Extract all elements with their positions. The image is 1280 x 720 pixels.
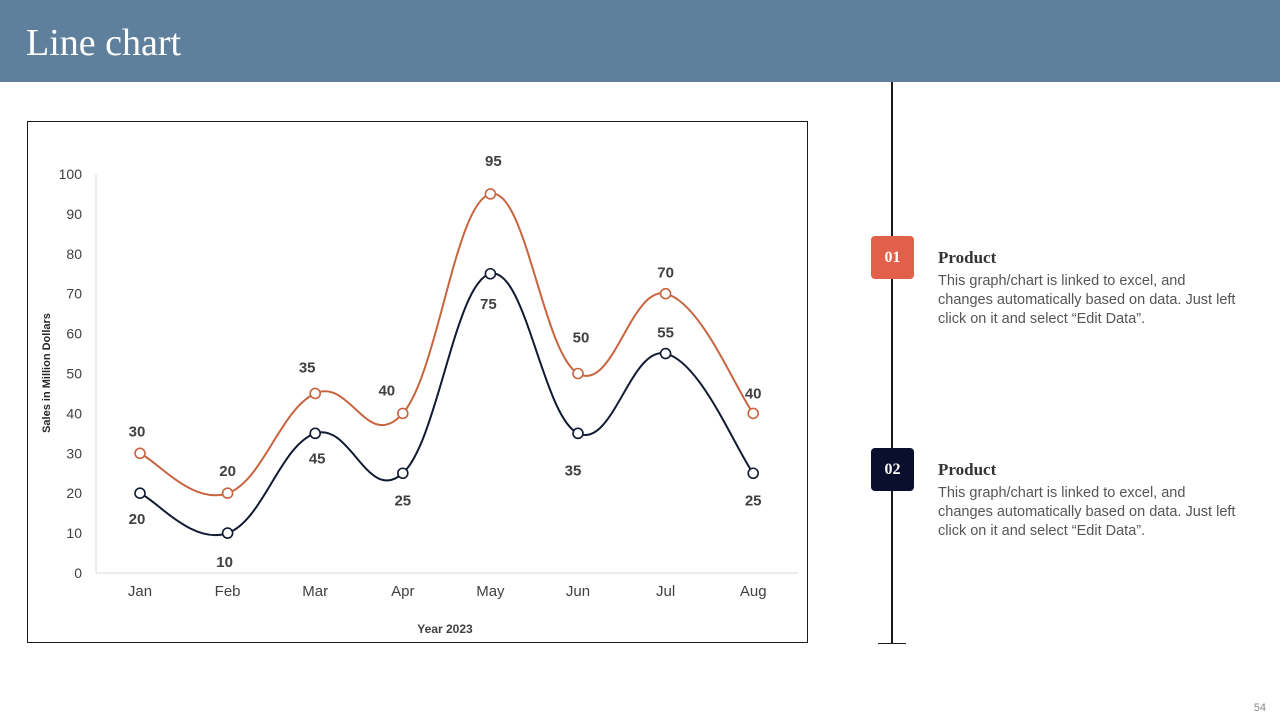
data-label: 25 <box>394 492 411 509</box>
data-point <box>134 487 146 500</box>
y-tick-label: 100 <box>59 166 83 182</box>
series-line-2 <box>139 272 755 537</box>
data-label: 50 <box>573 330 590 347</box>
data-point <box>309 387 322 400</box>
y-tick-label: 20 <box>66 485 82 501</box>
y-tick-label: 0 <box>74 565 82 581</box>
y-tick-label: 10 <box>66 525 82 541</box>
data-label: 35 <box>299 359 316 376</box>
x-tick-label: Apr <box>391 583 414 600</box>
legend-badge-02: 02 <box>871 448 914 491</box>
x-tick-label: Aug <box>740 583 767 600</box>
x-tick-label: Jun <box>566 583 590 600</box>
data-point <box>309 427 322 440</box>
data-point <box>484 188 497 200</box>
data-label: 25 <box>745 492 762 509</box>
x-tick-label: Jan <box>128 583 152 600</box>
data-label: 45 <box>309 450 326 467</box>
data-label: 20 <box>129 511 146 528</box>
y-tick-label: 90 <box>66 206 82 222</box>
x-tick-label: May <box>476 583 505 600</box>
legend-item-title-01: Product <box>938 248 997 267</box>
data-point <box>659 347 672 360</box>
timeline-line <box>891 82 893 644</box>
x-tick-label: Feb <box>215 583 241 600</box>
legend-item-description-02: This graph/chart is linked to excel, and… <box>938 485 1236 539</box>
series-line-1 <box>139 192 755 497</box>
y-tick-label: 30 <box>66 445 82 461</box>
chart-canvas: 0 10 20 30 40 50 60 70 80 90 100 Jan Feb Mar Apr May Jun… <box>41 153 798 636</box>
y-tick-label: 80 <box>66 246 82 262</box>
data-label: 75 <box>480 296 497 313</box>
data-label: 20 <box>219 463 236 480</box>
data-label: 70 <box>657 265 674 282</box>
timeline-end-tick <box>878 643 906 644</box>
y-tick-label: 50 <box>66 366 82 382</box>
page-number: 54 <box>1253 702 1266 714</box>
data-point <box>484 267 497 280</box>
data-point <box>134 447 146 460</box>
data-label: 30 <box>129 423 146 440</box>
y-axis-title: Sales in Million Dollars <box>41 313 53 433</box>
legend-item-description-01: This graph/chart is linked to excel, and… <box>938 273 1236 327</box>
data-label: 10 <box>216 554 233 571</box>
data-point <box>396 407 409 420</box>
data-point <box>572 427 584 440</box>
data-point <box>396 467 409 480</box>
y-tick-label: 60 <box>66 326 82 342</box>
header-bar: Line chart <box>0 0 1280 82</box>
legend-item-title-02: Product <box>938 460 997 479</box>
data-label: 40 <box>378 382 395 399</box>
data-label: 95 <box>485 153 502 170</box>
data-point <box>747 407 760 420</box>
data-label: 55 <box>657 325 674 342</box>
y-tick-label: 40 <box>66 405 82 421</box>
data-label: 35 <box>565 462 582 479</box>
y-tick-label: 70 <box>66 286 82 302</box>
data-point <box>659 287 672 300</box>
page-title: Line chart <box>26 22 182 64</box>
x-tick-label: Jul <box>656 583 675 600</box>
data-point <box>221 487 234 500</box>
legend-badge-01: 01 <box>871 236 914 279</box>
line-chart[interactable]: 0 10 20 30 40 50 60 70 80 90 100 Jan Feb Mar Apr May Jun… <box>27 121 808 643</box>
x-tick-label: Mar <box>302 583 328 600</box>
data-point <box>572 367 584 380</box>
data-label: 40 <box>745 385 762 402</box>
x-axis-title: Year 2023 <box>417 622 473 636</box>
data-point <box>221 527 234 539</box>
data-point <box>747 467 760 480</box>
